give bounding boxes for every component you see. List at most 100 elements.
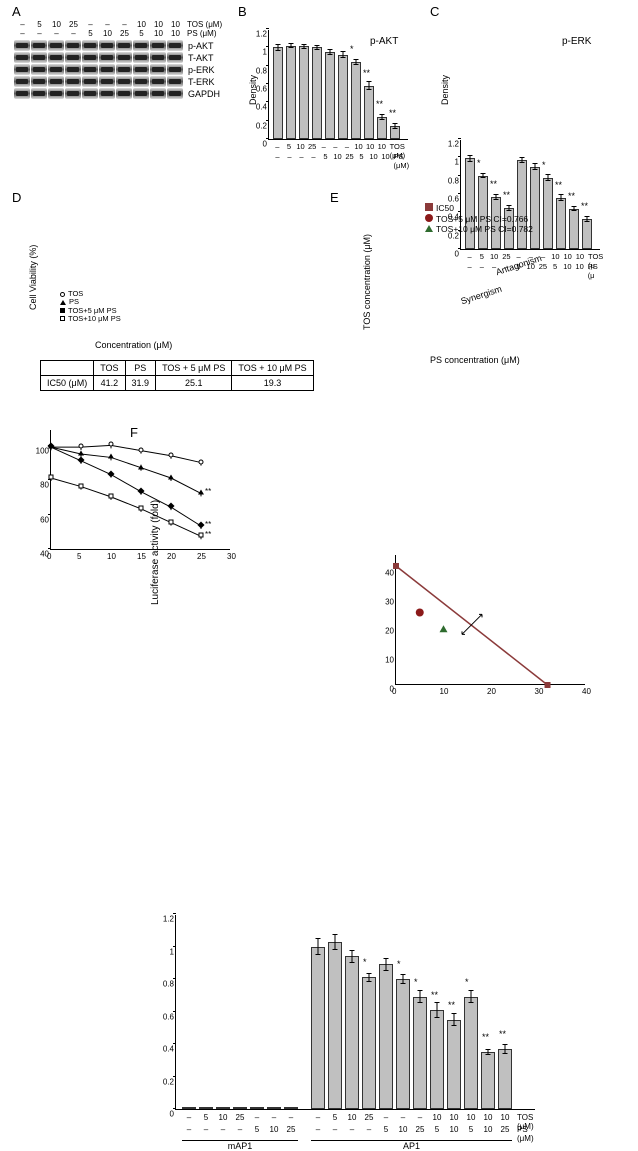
wb-header-cell: 10 <box>150 29 167 38</box>
ytick-mark <box>173 1108 176 1109</box>
ytick-mark <box>458 193 461 194</box>
xtick: 10 <box>107 552 116 561</box>
x-dose-cell: 25 <box>498 1125 512 1134</box>
ytick: 1 <box>263 48 269 57</box>
wb-band <box>116 64 132 75</box>
chart-f: 00.20.40.60.811.2************–51025––––5… <box>175 915 535 1110</box>
wb-band <box>116 52 132 63</box>
data-point <box>168 475 174 480</box>
x-dose-cell: 25 <box>362 1113 376 1122</box>
data-point <box>79 444 84 449</box>
panel-letter-e: E <box>330 190 339 205</box>
error-bar <box>304 44 305 50</box>
wb-row-label: p-AKT <box>188 41 214 51</box>
x-dose-cell: 5 <box>328 1113 342 1122</box>
wb-header-cell: – <box>31 29 48 38</box>
wb-band <box>150 88 166 99</box>
ytick-mark <box>266 83 269 84</box>
data-point <box>49 475 54 480</box>
wb-header-cell: – <box>48 29 65 38</box>
panel-letter-c: C <box>430 4 439 19</box>
wb-ps-unit: PS (μM) <box>187 29 217 38</box>
legend-item: TOS+5 μM PS CI=0.766 <box>425 214 533 225</box>
chart-d-legend: TOSPSTOS+5 μM PSTOS+10 μM PS <box>60 290 121 323</box>
xtick: 10 <box>440 687 449 696</box>
error-bar <box>454 1013 455 1026</box>
legend-marker <box>60 308 65 313</box>
ytick-mark <box>173 1043 176 1044</box>
error-bar <box>335 934 336 950</box>
bar <box>430 1010 444 1109</box>
wb-band <box>14 76 30 87</box>
significance-mark: ** <box>482 1032 489 1042</box>
x-dose-cell: 10 <box>561 262 573 280</box>
x-dose-cell: 10 <box>396 1125 410 1134</box>
data-point <box>169 519 174 524</box>
ci-point <box>440 625 448 632</box>
x-dose-cell: – <box>396 1113 410 1122</box>
wb-band <box>31 88 47 99</box>
significance-mark: ** <box>431 990 438 1000</box>
ytick: 0.2 <box>256 121 269 130</box>
wb-row: T-ERK <box>14 76 234 87</box>
x-dose-cell: 25 <box>344 152 356 170</box>
data-point <box>198 490 204 495</box>
ytick-mark <box>458 175 461 176</box>
ytick: 1.2 <box>448 140 461 149</box>
legend-item: IC50 <box>425 203 533 214</box>
bar <box>311 947 325 1110</box>
wb-band <box>150 76 166 87</box>
x-dose-cell: – <box>199 1125 213 1134</box>
ytick: 20 <box>385 627 396 636</box>
x-dose-cell: 5 <box>430 1125 444 1134</box>
bar <box>377 117 387 139</box>
ytick-mark <box>458 248 461 249</box>
wb-header-cell: – <box>99 20 116 29</box>
wb-row: p-AKT <box>14 40 234 51</box>
bar <box>481 1052 495 1109</box>
error-bar <box>369 973 370 983</box>
data-point <box>79 483 84 488</box>
error-bar <box>403 974 404 984</box>
panel-letter-b: B <box>238 4 247 19</box>
series-line <box>51 445 201 462</box>
x-ps-unit: PS (μ <box>588 262 606 280</box>
error-bar <box>587 216 588 222</box>
wb-header-cell: 5 <box>133 29 150 38</box>
error-bar <box>471 990 472 1003</box>
ic50-line <box>396 566 548 685</box>
wb-header-cell: 5 <box>82 29 99 38</box>
wb-header-cell: 25 <box>65 20 82 29</box>
wb-band <box>167 52 183 63</box>
error-bar <box>561 194 562 201</box>
ytick: 0.4 <box>163 1045 176 1054</box>
error-bar <box>522 157 523 163</box>
bar <box>396 979 410 1109</box>
wb-band <box>31 64 47 75</box>
significance-mark: * <box>397 959 401 969</box>
wb-tos-unit: TOS (μM) <box>187 20 222 29</box>
legend-item: TOS+10 μM PS <box>60 315 121 323</box>
xtick: 20 <box>167 552 176 561</box>
ytick: 0.2 <box>163 1077 176 1086</box>
x-dose-cell: – <box>345 1125 359 1134</box>
wb-band <box>116 88 132 99</box>
significance-mark: ** <box>490 179 497 189</box>
series-line <box>51 478 201 536</box>
bar <box>250 1107 264 1109</box>
table-row-label: IC50 (μM) <box>41 376 94 391</box>
error-bar <box>535 163 536 170</box>
significance-mark: ** <box>205 530 211 539</box>
table-header-cell <box>41 361 94 376</box>
significance-mark: ** <box>555 180 562 190</box>
bar <box>569 209 579 249</box>
chart-d-ylabel: Cell Viability (%) <box>28 245 38 310</box>
wb-band <box>167 76 183 87</box>
wb-band <box>116 76 132 87</box>
bar <box>267 1107 281 1109</box>
x-dose-cell: – <box>379 1113 393 1122</box>
legend-item: TOS+10 μM PS CI=0.782 <box>425 224 533 235</box>
wb-band <box>65 76 81 87</box>
error-bar <box>505 1044 506 1054</box>
wb-header-cell: – <box>65 29 82 38</box>
